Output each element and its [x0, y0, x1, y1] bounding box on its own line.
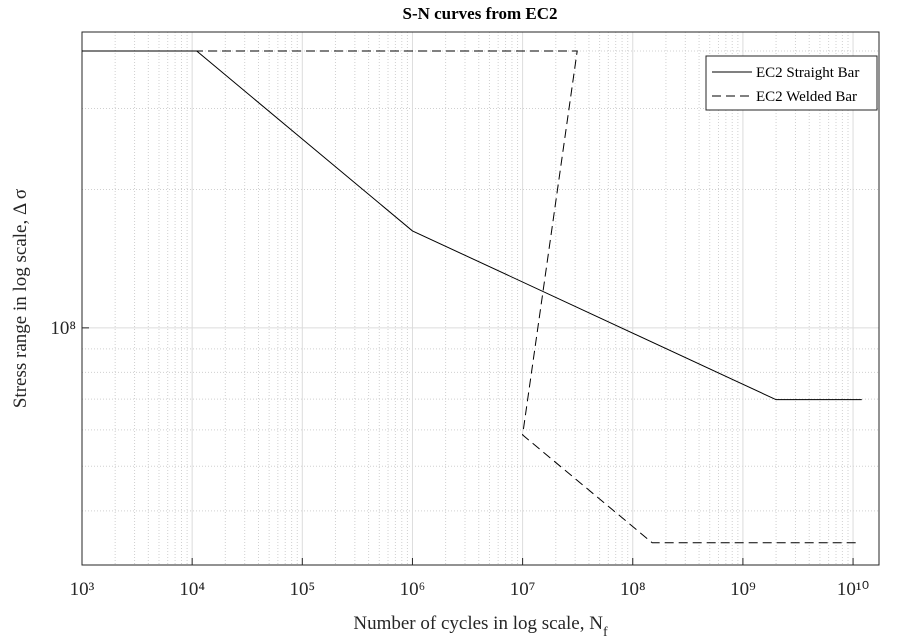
- legend-label: EC2 Straight Bar: [756, 65, 859, 81]
- series-line: [82, 50, 858, 544]
- x-tick-label: 10⁶: [400, 579, 426, 600]
- x-tick-label: 10¹⁰: [837, 579, 869, 600]
- legend-label: EC2 Welded Bar: [756, 89, 857, 105]
- x-tick-label: 10⁸: [620, 579, 646, 600]
- x-axis-label-text: Number of cycles in log scale, N: [353, 613, 603, 634]
- axes-box: [81, 31, 880, 566]
- y-tick-label: 10⁸: [50, 318, 76, 339]
- x-axis-label-subscript: f: [603, 625, 608, 640]
- x-tick-label: 10⁷: [510, 579, 536, 600]
- x-tick-label: 10⁵: [289, 579, 315, 600]
- chart-title: S-N curves from EC2: [402, 4, 557, 23]
- x-tick-label: 10⁹: [730, 579, 756, 600]
- legend-box: [705, 55, 878, 111]
- x-tick-label: 10⁴: [179, 579, 205, 600]
- y-axis-label: Stress range in log scale, Δ σ: [10, 189, 31, 408]
- plot-area: [82, 32, 879, 565]
- x-axis-label: Number of cycles in log scale, Nf: [353, 613, 608, 640]
- x-tick-label: 10³: [70, 579, 95, 600]
